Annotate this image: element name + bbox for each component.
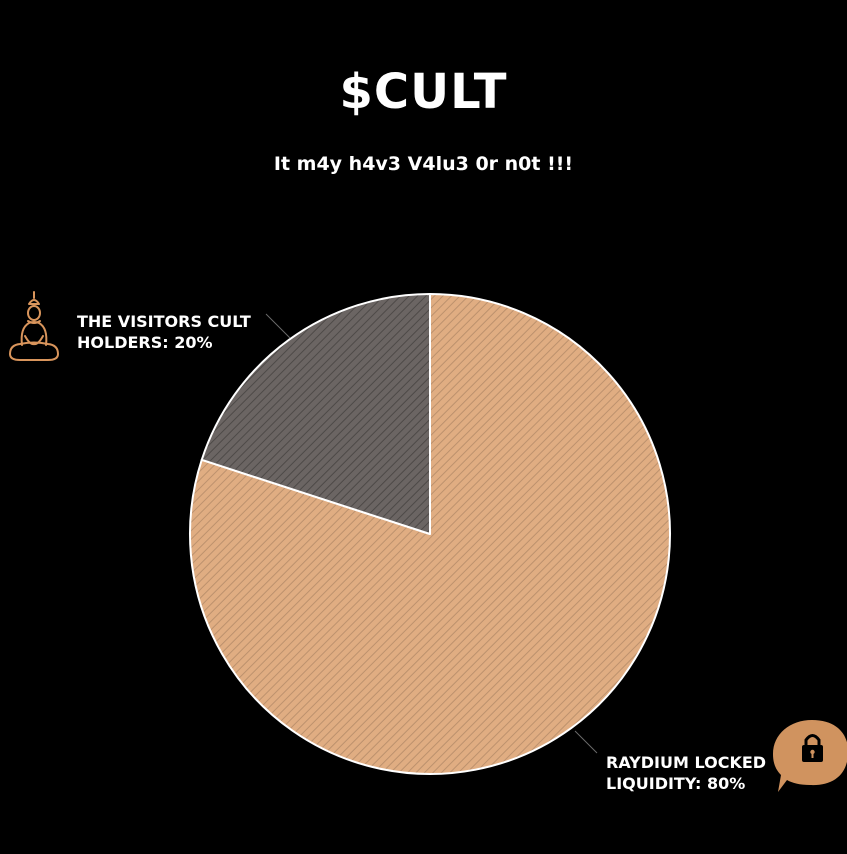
slice-label-visitors-line-2: HOLDERS: 20% xyxy=(77,333,213,352)
pie-slices xyxy=(189,293,671,775)
pie-slice-visitors-cult xyxy=(200,293,431,535)
meditating-buddha-icon xyxy=(9,291,59,361)
slice-label-raydium-line-1: RAYDIUM LOCKED xyxy=(606,753,767,772)
chart-subtitle: It m4y h4v3 V4lu3 0r n0t !!! xyxy=(273,153,574,175)
slice-label-visitors-line-1: THE VISITORS CULT xyxy=(77,312,251,331)
pie-slice-raydium-liquidity xyxy=(189,293,671,775)
leader-line-visitors xyxy=(265,313,291,339)
lock-icon xyxy=(773,720,847,792)
slice-label-raydium-line-2: LIQUIDITY: 80% xyxy=(606,774,746,793)
slice-label-visitors-cult: THE VISITORS CULT HOLDERS: 20% xyxy=(77,311,251,353)
leader-line-raydium xyxy=(574,730,598,754)
slice-label-raydium-liquidity: RAYDIUM LOCKED LIQUIDITY: 80% xyxy=(606,752,766,794)
chart-title: $CULT xyxy=(339,64,508,120)
